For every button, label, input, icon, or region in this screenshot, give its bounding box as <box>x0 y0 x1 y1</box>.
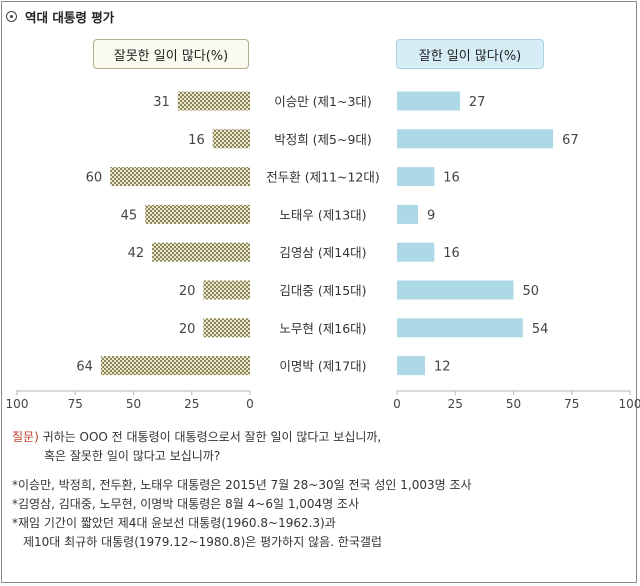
bar-negative <box>212 129 250 149</box>
bar-positive <box>397 242 435 262</box>
label-negative: 45 <box>121 208 138 223</box>
legend-positive: 잘한 일이 많다(%) <box>396 39 544 69</box>
question-text-1: 귀하는 OOO 전 대통령이 대통령으로서 잘한 일이 많다고 보십니까, <box>38 430 382 444</box>
bar-positive <box>397 167 435 187</box>
label-negative: 60 <box>86 171 103 186</box>
label-negative: 42 <box>128 246 145 261</box>
category-label: 이승만 (제1~3대) <box>274 94 372 109</box>
label-positive: 16 <box>443 171 460 186</box>
tick-label-positive: 50 <box>506 397 521 411</box>
category-label: 김영삼 (제14대) <box>279 245 366 260</box>
bar-negative <box>100 356 250 376</box>
notes: 질문) 귀하는 OOO 전 대통령이 대통령으로서 잘한 일이 많다고 보십니까… <box>12 428 628 552</box>
tick-label-positive: 0 <box>393 397 401 411</box>
tick-label-negative: 75 <box>68 397 83 411</box>
label-negative: 20 <box>179 284 196 299</box>
question-label: 질문) <box>12 430 39 444</box>
category-label: 이명박 (제17대) <box>279 359 366 374</box>
label-positive: 54 <box>532 322 549 337</box>
chart-title: 역대 대통령 평가 <box>25 9 115 25</box>
label-positive: 50 <box>523 284 540 299</box>
footnote-3a: *재임 기간이 짧았던 제4대 윤보선 대통령(1960.8~1962.3)과 <box>12 516 336 530</box>
label-negative: 31 <box>153 95 170 110</box>
label-positive: 9 <box>427 208 435 223</box>
target-icon <box>6 10 17 22</box>
tick-label-negative: 0 <box>246 397 254 411</box>
category-label: 전두환 (제11~12대) <box>266 170 380 185</box>
footnote-3b: 제10대 최규하 대통령(1979.12~1980.8)은 평가하지 않음. 한… <box>23 535 382 549</box>
label-positive: 16 <box>443 246 460 261</box>
bar-negative <box>203 318 250 338</box>
category-label: 노태우 (제13대) <box>279 207 366 222</box>
label-negative: 16 <box>188 133 205 148</box>
bar-positive <box>397 91 460 111</box>
label-positive: 27 <box>469 95 486 110</box>
label-negative: 20 <box>179 322 196 337</box>
footnote-1: *이승만, 박정희, 전두환, 노태우 대통령은 2015년 7월 28~30일… <box>12 478 472 492</box>
category-label: 박정희 (제5~9대) <box>274 132 372 147</box>
category-label: 노무현 (제16대) <box>279 321 366 336</box>
bar-negative <box>110 167 250 187</box>
tick-label-negative: 50 <box>126 397 141 411</box>
bar-positive <box>397 129 554 149</box>
tick-label-positive: 100 <box>619 397 640 411</box>
label-positive: 67 <box>562 133 579 148</box>
bar-negative <box>177 91 250 111</box>
question-line-1: 질문) 귀하는 OOO 전 대통령이 대통령으로서 잘한 일이 많다고 보십니까… <box>12 428 628 447</box>
tick-label-negative: 100 <box>6 397 29 411</box>
legend-negative: 잘못한 일이 많다(%) <box>93 39 249 69</box>
question-line-2: 혹은 잘못한 일이 많다고 보십니까? <box>44 449 221 463</box>
label-negative: 64 <box>76 360 93 375</box>
bar-negative <box>152 242 250 262</box>
bar-positive <box>397 204 418 224</box>
bar-negative <box>203 280 250 300</box>
category-label: 김대중 (제15대) <box>279 283 366 298</box>
title-row: 역대 대통령 평가 <box>6 7 114 25</box>
label-positive: 12 <box>434 360 451 375</box>
bar-negative <box>145 204 250 224</box>
tick-label-positive: 75 <box>564 397 579 411</box>
bar-chart: 31 27 이승만 (제1~3대) 16 67 박정희 (제5~9대) 60 16 전두환 (제… <box>6 91 640 411</box>
bar-positive <box>397 318 523 338</box>
bar-positive <box>397 356 425 376</box>
tick-label-positive: 25 <box>448 397 463 411</box>
footnote-2: *김영삼, 김대중, 노무현, 이명박 대통령은 8월 4~6일 1,004명 … <box>12 497 360 511</box>
tick-label-negative: 25 <box>184 397 199 411</box>
bar-positive <box>397 280 514 300</box>
